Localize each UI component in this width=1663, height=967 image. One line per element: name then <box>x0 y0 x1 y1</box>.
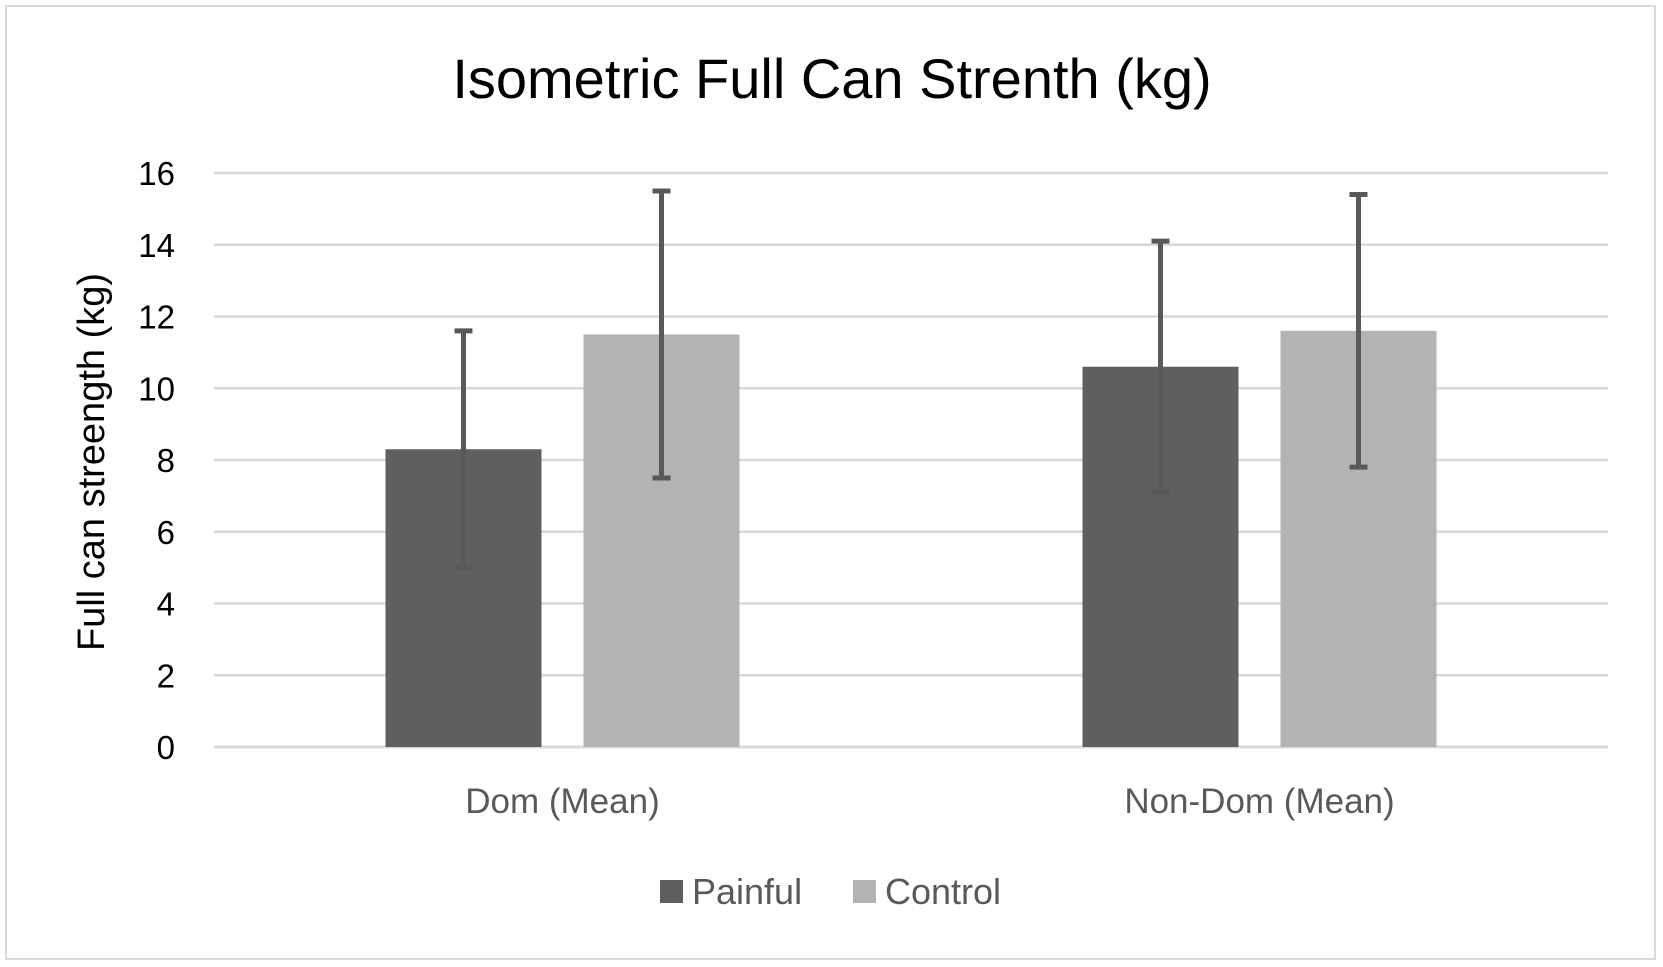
y-tick-label: 6 <box>157 514 175 551</box>
x-tick-label: Non-Dom (Mean) <box>1124 782 1394 821</box>
legend-swatch <box>853 880 876 903</box>
chart-title: Isometric Full Can Strenth (kg) <box>452 47 1211 110</box>
legend-item-painful: Painful <box>660 871 802 912</box>
y-tick-label: 14 <box>138 227 175 264</box>
y-tick-label: 2 <box>157 657 175 694</box>
error-bar-painful-1 <box>454 328 473 571</box>
legend: Painful Control <box>660 871 1001 912</box>
error-bar-control-1 <box>652 188 671 481</box>
error-bar-painful-2 <box>1151 238 1170 495</box>
legend-swatch <box>660 880 683 903</box>
y-tick-label: 4 <box>157 586 175 623</box>
legend-label: Control <box>885 871 1001 912</box>
x-axis-ticks: Dom (Mean) Non-Dom (Mean) <box>465 782 1394 821</box>
bars <box>385 330 1437 747</box>
error-bars <box>454 188 1368 571</box>
x-tick-label: Dom (Mean) <box>465 782 659 821</box>
error-bar-control-2 <box>1349 192 1368 470</box>
y-axis-ticks: 0 2 4 6 8 10 12 14 16 <box>138 155 175 766</box>
legend-item-control: Control <box>853 871 1001 912</box>
y-tick-label: 0 <box>157 729 175 766</box>
y-axis-label: Full can streength (kg) <box>71 273 113 651</box>
y-tick-label: 8 <box>157 442 175 479</box>
y-tick-label: 16 <box>138 155 175 192</box>
y-tick-label: 12 <box>138 299 175 336</box>
y-tick-label: 10 <box>138 370 175 407</box>
legend-label: Painful <box>692 871 802 912</box>
